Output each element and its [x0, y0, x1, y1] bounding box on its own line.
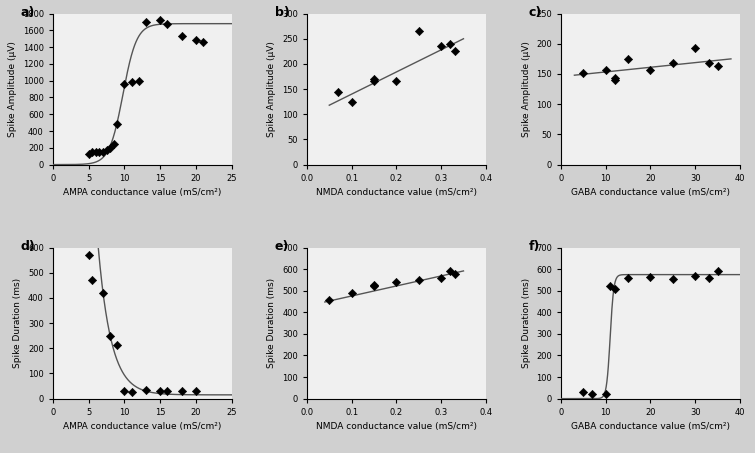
Point — [368, 75, 380, 82]
Point — [125, 389, 137, 396]
Point — [689, 272, 701, 280]
Point — [332, 88, 344, 95]
Point — [94, 149, 106, 156]
Point — [703, 274, 715, 281]
Point — [190, 36, 202, 43]
Point — [90, 148, 102, 155]
Point — [435, 274, 447, 281]
Y-axis label: Spike Amplitude (µV): Spike Amplitude (µV) — [522, 41, 531, 137]
Point — [190, 387, 202, 395]
Point — [645, 66, 657, 73]
Point — [413, 28, 425, 35]
Point — [390, 279, 402, 286]
Point — [711, 268, 723, 275]
Point — [609, 77, 621, 84]
Text: b): b) — [275, 6, 289, 19]
Point — [197, 39, 209, 46]
Point — [667, 59, 679, 67]
Point — [111, 341, 123, 348]
Point — [586, 390, 598, 398]
Point — [97, 289, 109, 297]
Point — [100, 146, 112, 154]
Point — [689, 44, 701, 52]
Point — [82, 251, 94, 259]
Point — [346, 98, 358, 105]
Point — [104, 332, 116, 339]
Point — [604, 283, 616, 290]
Point — [162, 20, 174, 27]
Point — [108, 140, 120, 147]
Text: f): f) — [528, 240, 540, 253]
Point — [346, 290, 358, 297]
Point — [435, 43, 447, 50]
Point — [176, 387, 188, 395]
Point — [622, 55, 634, 63]
Point — [390, 77, 402, 84]
Text: c): c) — [528, 6, 542, 19]
Point — [111, 120, 123, 128]
Point — [125, 79, 137, 86]
Text: d): d) — [20, 240, 35, 253]
Point — [599, 390, 612, 398]
Point — [82, 150, 94, 157]
Point — [154, 387, 166, 395]
Y-axis label: Spike Amplitude (µV): Spike Amplitude (µV) — [267, 41, 276, 137]
Point — [162, 387, 174, 395]
Y-axis label: Spike Duration (ms): Spike Duration (ms) — [522, 278, 531, 368]
Point — [368, 282, 380, 289]
Point — [667, 275, 679, 283]
Point — [140, 19, 152, 26]
X-axis label: AMPA conductance value (mS/cm²): AMPA conductance value (mS/cm²) — [63, 422, 221, 431]
X-axis label: AMPA conductance value (mS/cm²): AMPA conductance value (mS/cm²) — [63, 188, 221, 197]
Point — [133, 77, 145, 84]
Point — [140, 386, 152, 394]
X-axis label: NMDA conductance value (mS/cm²): NMDA conductance value (mS/cm²) — [316, 422, 477, 431]
Y-axis label: Spike Duration (ms): Spike Duration (ms) — [267, 278, 276, 368]
Point — [609, 285, 621, 292]
Point — [622, 274, 634, 281]
Point — [703, 59, 715, 67]
Point — [86, 149, 98, 156]
Point — [645, 273, 657, 280]
Point — [578, 69, 590, 77]
Text: e): e) — [275, 240, 289, 253]
Point — [448, 270, 461, 277]
Point — [711, 63, 723, 70]
Point — [368, 283, 380, 290]
Point — [599, 66, 612, 73]
Point — [578, 389, 590, 396]
X-axis label: GABA conductance value (mS/cm²): GABA conductance value (mS/cm²) — [571, 188, 730, 197]
Point — [119, 387, 131, 395]
Point — [176, 33, 188, 40]
Point — [323, 297, 335, 304]
Point — [444, 268, 456, 275]
Y-axis label: Spike Duration (ms): Spike Duration (ms) — [14, 278, 23, 368]
Point — [86, 277, 98, 284]
Point — [154, 17, 166, 24]
Point — [448, 48, 461, 55]
Text: a): a) — [20, 6, 35, 19]
X-axis label: NMDA conductance value (mS/cm²): NMDA conductance value (mS/cm²) — [316, 188, 477, 197]
Y-axis label: Spike Amplitude (µV): Spike Amplitude (µV) — [8, 41, 17, 137]
Point — [444, 40, 456, 48]
Point — [609, 75, 621, 82]
Point — [368, 77, 380, 84]
Point — [97, 148, 109, 155]
Point — [413, 277, 425, 284]
Point — [119, 81, 131, 88]
Point — [104, 144, 116, 151]
X-axis label: GABA conductance value (mS/cm²): GABA conductance value (mS/cm²) — [571, 422, 730, 431]
